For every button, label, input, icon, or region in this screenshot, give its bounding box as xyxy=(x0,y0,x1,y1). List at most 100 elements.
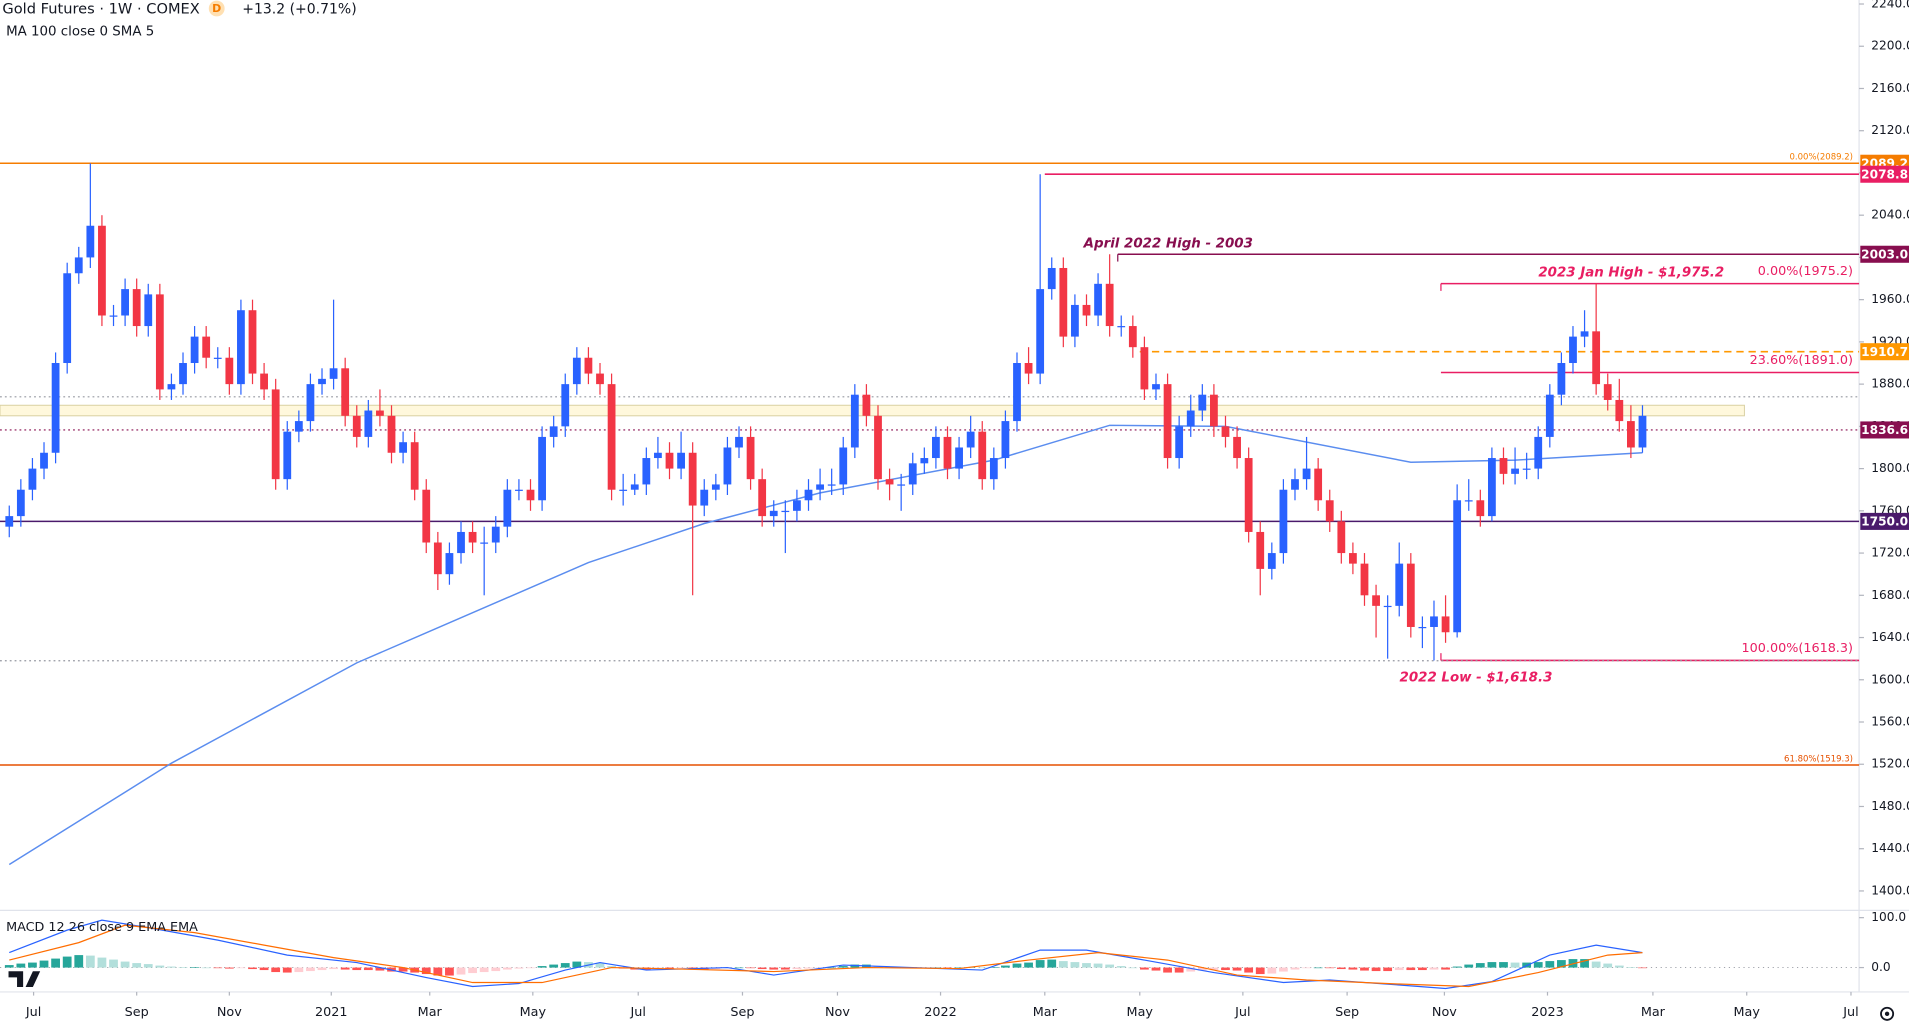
candle-body xyxy=(816,484,824,490)
symbol-title: Gold Futures · 1W · COMEX xyxy=(2,1,199,18)
candle-body xyxy=(28,468,37,490)
price-label: 1836.6 xyxy=(1861,423,1908,437)
histogram-bar xyxy=(1058,961,1068,968)
histogram-bar xyxy=(271,967,281,973)
histogram-bar xyxy=(213,967,223,969)
candle-body xyxy=(723,447,732,485)
histogram-bar xyxy=(1383,967,1393,972)
y-tick-label: 1680.0 xyxy=(1871,588,1909,602)
histogram-bar xyxy=(746,967,755,969)
candle-body xyxy=(480,542,489,544)
histogram-bar xyxy=(248,967,257,970)
candle-body xyxy=(943,436,952,469)
settings-icon[interactable] xyxy=(1880,1006,1895,1021)
candle-body xyxy=(1302,468,1311,480)
candle-body xyxy=(318,378,326,385)
candle-body xyxy=(584,357,593,374)
candle-body xyxy=(700,489,709,506)
candle-body xyxy=(1279,489,1288,554)
histogram-bar xyxy=(1487,962,1497,968)
candle-body xyxy=(515,489,523,491)
fib-label: 100.00%(1618.3) xyxy=(1742,641,1853,656)
logo[interactable] xyxy=(8,971,41,988)
candle-body xyxy=(1024,363,1033,374)
candle-body xyxy=(1372,595,1380,606)
candle-body xyxy=(1418,626,1427,629)
candle-body xyxy=(1603,384,1612,400)
candle-body xyxy=(1256,531,1265,569)
histogram-bar xyxy=(977,967,987,969)
candle-body xyxy=(63,273,72,364)
histogram-bar xyxy=(120,961,130,968)
x-tick-label: Mar xyxy=(418,1005,443,1020)
candle-body xyxy=(1210,394,1218,427)
candle-body xyxy=(897,484,906,486)
histogram-bar xyxy=(734,967,744,969)
settings-icon-center xyxy=(1884,1011,1890,1017)
histogram-bar xyxy=(1348,967,1358,970)
histogram-bar xyxy=(1012,963,1022,968)
candle-body xyxy=(862,394,871,416)
candle-body xyxy=(1522,468,1531,470)
histogram-bar xyxy=(792,967,802,970)
candle-body xyxy=(74,257,83,274)
y-tick-label: 100.0 xyxy=(1871,910,1906,924)
annotation: April 2022 High - 2003 xyxy=(1083,236,1253,251)
candle-body xyxy=(572,357,581,385)
histogram-bar xyxy=(1580,959,1589,968)
candle-body xyxy=(1117,326,1126,328)
candle-body xyxy=(1453,500,1462,633)
histogram-bar xyxy=(201,967,211,969)
histogram-bar xyxy=(1499,962,1508,968)
candle-body xyxy=(283,431,292,480)
candle-body xyxy=(989,458,998,480)
candle-body xyxy=(1638,415,1647,448)
candle-body xyxy=(144,294,153,327)
candle-body xyxy=(260,373,268,390)
plot-background xyxy=(0,0,1859,992)
x-tick-label: Jul xyxy=(1234,1005,1250,1020)
price-label-box xyxy=(1860,245,1909,263)
histogram-bar xyxy=(1464,964,1474,968)
histogram-bar xyxy=(572,961,582,968)
histogram-bar xyxy=(989,967,999,968)
candle-body xyxy=(1233,436,1241,459)
candle-body xyxy=(399,442,407,453)
candle-body xyxy=(329,368,338,379)
candle-body xyxy=(213,357,222,359)
histogram-bar xyxy=(1186,967,1196,972)
histogram-bar xyxy=(1209,967,1219,971)
candle-body xyxy=(769,510,778,517)
candle-body xyxy=(1036,289,1045,374)
histogram-bar xyxy=(514,967,524,969)
histogram-bar xyxy=(838,966,848,968)
candle-body xyxy=(1163,384,1172,459)
histogram-bar xyxy=(155,965,165,968)
price-label-box xyxy=(1860,421,1909,439)
candle-body xyxy=(155,294,164,390)
candle-body xyxy=(1592,331,1601,385)
histogram-bar xyxy=(178,967,188,968)
histogram-bar xyxy=(1614,965,1624,968)
histogram-bar xyxy=(1441,967,1450,970)
candle-body xyxy=(179,363,187,385)
candle-body xyxy=(132,289,141,327)
histogram-bar xyxy=(1533,962,1543,968)
histogram-bar xyxy=(398,967,408,972)
candle-body xyxy=(1406,563,1415,627)
histogram-bar xyxy=(236,967,246,969)
y-tick-label: 1800.0 xyxy=(1871,461,1909,475)
annotation: 2023 Jan High - $1,975.2 xyxy=(1538,266,1724,281)
candle-body xyxy=(526,489,535,501)
histogram-bar xyxy=(1116,966,1126,968)
histogram-bar xyxy=(1070,962,1080,968)
histogram-bar xyxy=(1047,959,1057,968)
histogram-bar xyxy=(352,967,362,971)
candle-body xyxy=(978,431,987,480)
candle-body xyxy=(1198,394,1207,411)
candle-body xyxy=(1557,363,1566,395)
histogram-bar xyxy=(1128,967,1138,969)
histogram-bar xyxy=(224,967,234,969)
candle-body xyxy=(341,368,350,416)
y-tick-label: 1720.0 xyxy=(1871,546,1909,560)
